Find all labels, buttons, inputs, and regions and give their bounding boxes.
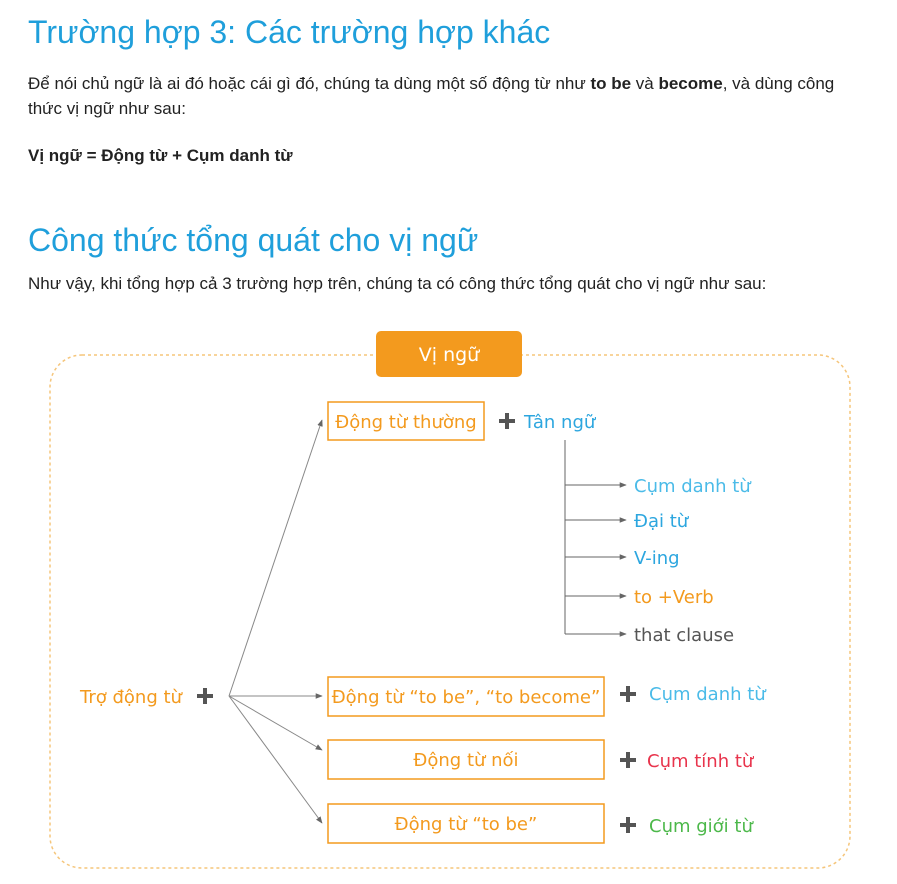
object-type-noun-phrase: Cụm danh từ (634, 476, 752, 497)
result-noun-phrase: Cụm danh từ (649, 684, 767, 705)
section3-title: Trường hợp 3: Các trường hợp khác (28, 14, 551, 50)
section-general-intro: Như vậy, khi tổng hợp cả 3 trường hợp tr… (28, 274, 767, 293)
branch-arrow (228, 695, 323, 751)
para-text-1: Để nói chủ ngữ là ai đó hoặc cái gì đó, … (28, 74, 591, 93)
object-type-pronoun: Đại từ (634, 511, 690, 532)
box-linking-verb (327, 739, 605, 780)
box-linking-verb-label: Động từ nối (413, 750, 518, 771)
box-regular-verb-label: Động từ thường (335, 412, 476, 433)
para-text-2: và (631, 74, 659, 93)
plus-icon (620, 752, 636, 768)
branch-arrow (228, 695, 323, 824)
left-label-auxiliary: Trợ động từ (79, 687, 184, 708)
plus-icon (499, 413, 515, 429)
box-to-be-become (327, 676, 605, 717)
object-type-v-ing: V-ing (634, 548, 680, 569)
box-to-be-become-label: Động từ “to be”, “to become” (332, 687, 601, 708)
result-prepositional-phrase: Cụm giới từ (649, 816, 754, 837)
plus-icon (197, 688, 213, 704)
section3-paragraph: Để nói chủ ngữ là ai đó hoặc cái gì đó, … (28, 71, 868, 121)
plus-icon (620, 817, 636, 833)
box-to-be (327, 803, 605, 844)
box-regular-verb (327, 401, 485, 441)
result-adjective-phrase: Cụm tính từ (647, 751, 755, 772)
formula-line: Vị ngữ = Động từ + Cụm danh từ (28, 146, 293, 165)
para-text-3: , và dùng công thức vị ngữ như sau: (28, 74, 835, 118)
object-type-that-clause: that clause (634, 625, 734, 646)
object-label: Tân ngữ (523, 412, 597, 433)
para-bold-to-be: to be (590, 74, 632, 93)
header-badge (376, 331, 522, 377)
header-badge-label: Vị ngữ (419, 344, 480, 366)
para-bold-become: become (658, 74, 723, 93)
object-type-to-verb: to +Verb (634, 587, 714, 608)
box-to-be-label: Động từ “to be” (395, 814, 538, 835)
branch-arrow (228, 419, 323, 697)
plus-icon (620, 686, 636, 702)
section-general-title: Công thức tổng quát cho vị ngữ (28, 222, 479, 258)
